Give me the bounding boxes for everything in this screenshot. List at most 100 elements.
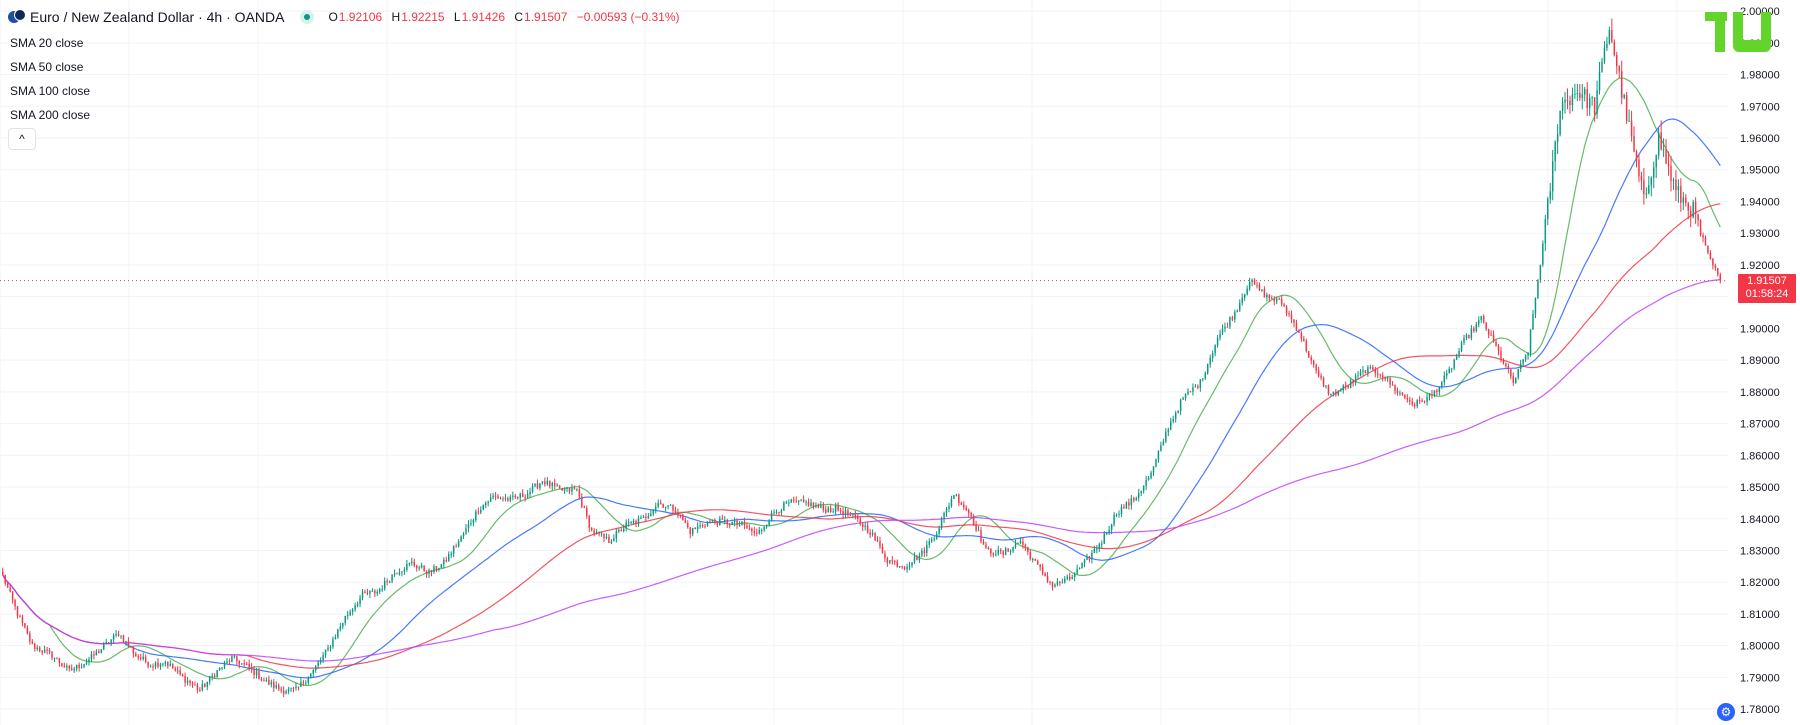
- candle-body: [1027, 547, 1029, 552]
- legend-sma-100[interactable]: SMA 100 close: [10, 84, 91, 98]
- candle-body: [1214, 345, 1216, 354]
- symbol-title[interactable]: Euro / New Zealand Dollar · 4h · OANDA: [30, 9, 285, 25]
- price-tick-label: 1.88000: [1740, 387, 1780, 399]
- candle-body: [980, 530, 982, 542]
- candle-body: [1527, 352, 1529, 356]
- candle-body: [536, 483, 539, 489]
- sma-line: [2, 279, 1721, 662]
- price-tick-label: 1.84000: [1740, 514, 1780, 526]
- candle-body: [112, 635, 115, 640]
- candle-body: [411, 561, 413, 564]
- candle-body: [911, 562, 913, 566]
- candle-body: [1532, 314, 1534, 330]
- candle-body: [346, 614, 349, 616]
- candle-body: [1591, 97, 1593, 99]
- candle-body: [258, 671, 260, 680]
- price-tick-label: 1.89000: [1740, 355, 1780, 367]
- candle-body: [1226, 326, 1229, 328]
- candle-body: [635, 520, 637, 524]
- candle-body: [967, 510, 970, 513]
- candle-body: [852, 514, 854, 516]
- candle-body: [913, 556, 916, 563]
- candle-body: [440, 564, 443, 569]
- candle-body: [608, 536, 610, 544]
- candle-body: [189, 680, 191, 684]
- candle-body: [1002, 551, 1004, 555]
- candle-body: [1354, 375, 1357, 383]
- candle-body: [1051, 581, 1054, 587]
- candle-body: [627, 522, 630, 524]
- candle-body: [1133, 498, 1135, 501]
- candle-body: [250, 667, 253, 669]
- candle-body: [98, 651, 100, 653]
- candle-body: [519, 493, 521, 498]
- candle-body: [117, 633, 120, 636]
- candle-body: [149, 666, 152, 668]
- candle-body: [1643, 180, 1645, 195]
- chart-header: Euro / New Zealand Dollar · 4h · OANDA O…: [8, 9, 686, 25]
- candle-body: [95, 651, 98, 656]
- candle-body: [854, 514, 857, 517]
- chart-settings-icon[interactable]: ⚙: [1717, 703, 1735, 721]
- legend-sma-50[interactable]: SMA 50 close: [10, 60, 84, 74]
- candle-body: [940, 519, 943, 529]
- legend-sma-200[interactable]: SMA 200 close: [10, 108, 91, 122]
- candle-body: [359, 597, 361, 604]
- legend-sma-20[interactable]: SMA 20 close: [10, 36, 84, 50]
- price-tick-label: 1.98000: [1740, 70, 1780, 82]
- candle-body: [393, 573, 396, 575]
- candle-body: [1519, 363, 1522, 370]
- candle-body: [1497, 345, 1500, 351]
- chart-grid: [0, 0, 1728, 725]
- candle-body: [1029, 551, 1032, 560]
- candle-body: [1046, 576, 1049, 582]
- candle-body: [287, 688, 290, 692]
- candle-body: [588, 515, 590, 528]
- candle-body: [640, 517, 642, 519]
- candle-body: [546, 480, 549, 485]
- close-value: 1.91507: [524, 10, 568, 24]
- candle-body: [1327, 385, 1330, 395]
- candle-body: [901, 566, 903, 568]
- candle-body: [1598, 71, 1601, 91]
- candle-body: [1243, 294, 1246, 298]
- candle-body: [563, 489, 566, 491]
- candle-body: [1184, 393, 1187, 399]
- candle-body: [699, 525, 701, 527]
- candle-body: [928, 541, 931, 545]
- candle-body: [408, 563, 411, 565]
- candle-body: [1155, 459, 1157, 467]
- candle-body: [36, 647, 38, 650]
- candle-body: [430, 570, 433, 573]
- candle-body: [615, 531, 618, 539]
- candle-body: [657, 503, 659, 507]
- candle-body: [1337, 390, 1340, 395]
- candle-body: [1007, 548, 1009, 552]
- candle-body: [706, 521, 709, 526]
- candle-body: [307, 678, 310, 683]
- candle-body: [1263, 289, 1266, 298]
- candle-body: [1416, 400, 1418, 407]
- candle-body: [1221, 328, 1224, 334]
- candle-body: [578, 489, 581, 497]
- candle-body: [573, 488, 576, 490]
- candle-body: [1066, 576, 1069, 579]
- candle-body: [765, 525, 768, 527]
- market-status-icon[interactable]: [300, 10, 315, 24]
- candle-body: [1529, 329, 1532, 353]
- candle-body: [465, 528, 467, 534]
- collapse-legend-button[interactable]: ^: [8, 128, 36, 150]
- candle-body: [51, 651, 53, 658]
- candle-body: [137, 656, 140, 658]
- candle-body: [645, 516, 647, 519]
- candle-body: [139, 657, 142, 659]
- candle-body: [687, 523, 689, 528]
- candle-body: [970, 512, 972, 517]
- candle-body: [1258, 284, 1261, 291]
- candle-body: [1216, 338, 1219, 346]
- candle-body: [674, 510, 677, 513]
- candle-body: [1004, 548, 1007, 555]
- price-tick-label: 1.95000: [1740, 165, 1780, 177]
- candle-body: [1702, 234, 1704, 238]
